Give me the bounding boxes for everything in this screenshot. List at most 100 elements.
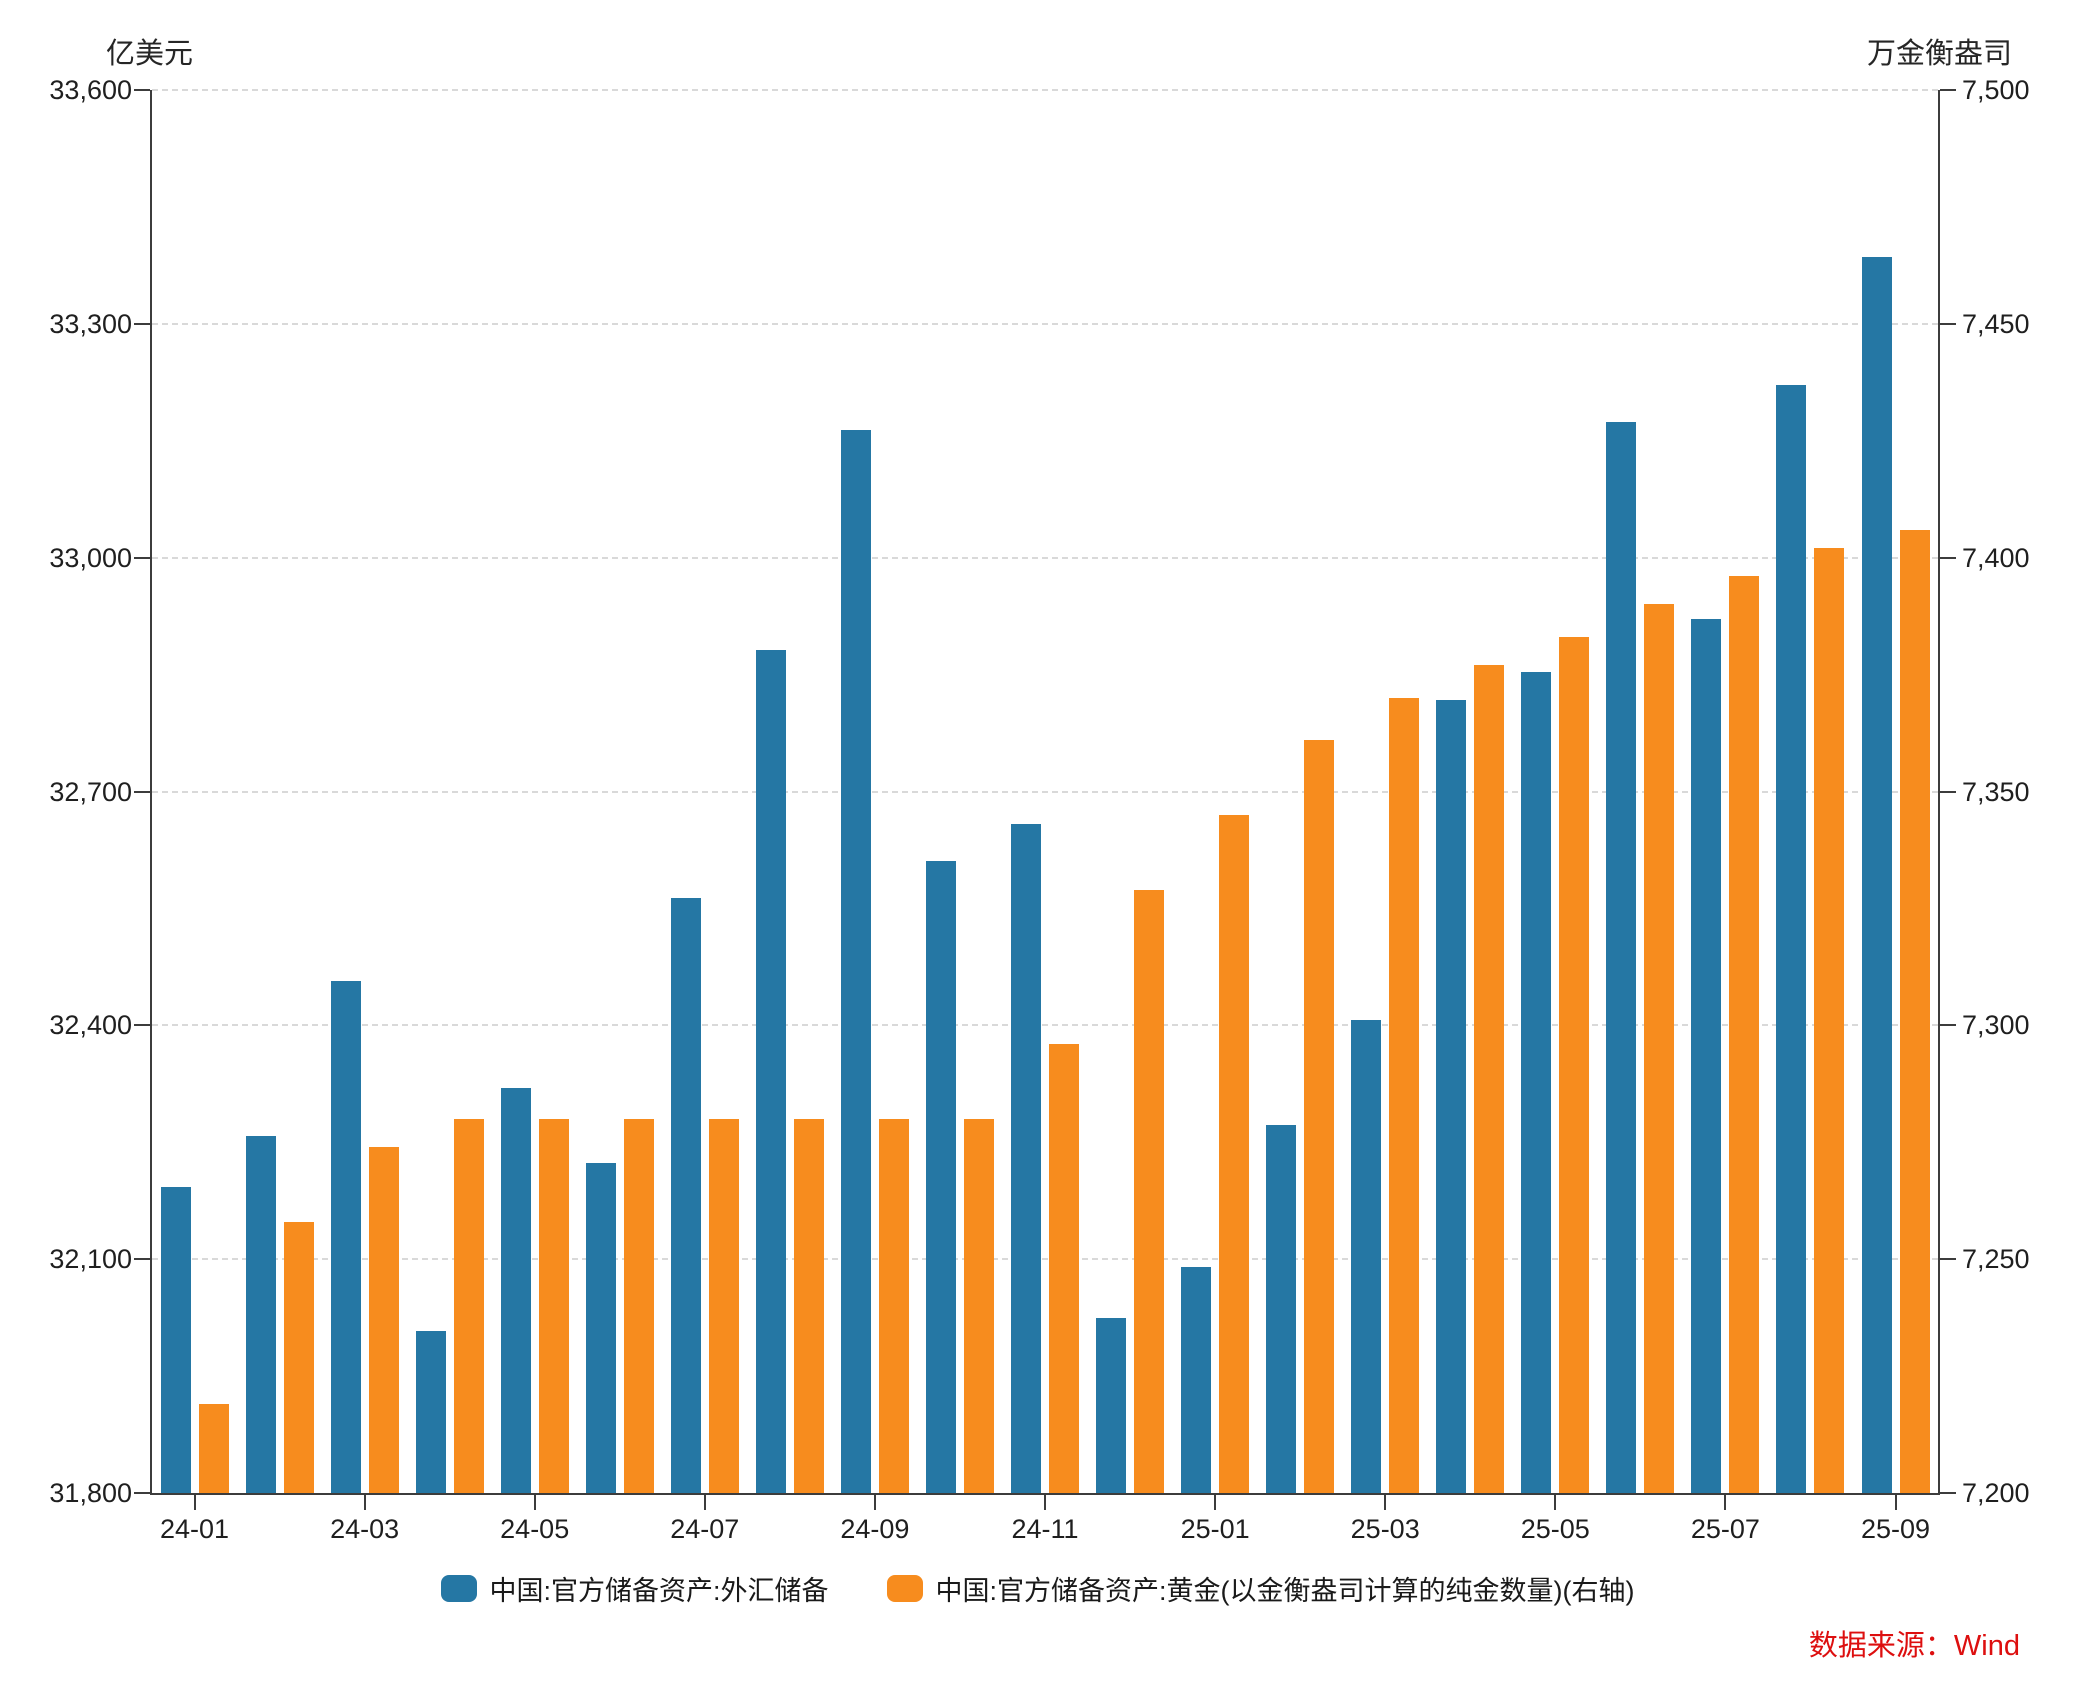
right-axis-title: 万金衡盎司	[1866, 38, 2012, 70]
bar-fx-24-08	[755, 649, 786, 1493]
left-axis-tick-mark-33000	[134, 556, 150, 559]
x-axis-line	[150, 1493, 1940, 1495]
left-axis-tick-mark-33300	[134, 322, 150, 325]
right-axis-tick-label-7350: 7,350	[1962, 776, 2030, 807]
bar-fx-25-01	[1181, 1267, 1212, 1493]
bar-fx-24-12	[1096, 1318, 1126, 1493]
x-axis-tick-label-25-03: 25-03	[1350, 1514, 1420, 1544]
bar-gold-24-01	[198, 1404, 229, 1493]
left-axis-tick-mark-32700	[134, 790, 150, 793]
right-axis-tick-label-7500: 7,500	[1962, 75, 2030, 105]
x-axis-tick-label-25-01: 25-01	[1180, 1514, 1250, 1544]
bar-gold-25-02	[1304, 740, 1335, 1493]
x-axis-tick-label-24-05: 24-05	[500, 1514, 570, 1544]
right-axis-tick-label-7250: 7,250	[1962, 1244, 2030, 1275]
bar-fx-25-09	[1861, 256, 1892, 1493]
bar-fx-25-05	[1521, 672, 1552, 1493]
x-axis-tick-label-24-09: 24-09	[840, 1514, 910, 1544]
bar-gold-24-10	[964, 1118, 994, 1493]
bar-fx-24-04	[415, 1330, 446, 1493]
gridline-32100	[152, 1258, 1938, 1261]
bar-gold-24-08	[793, 1118, 824, 1493]
bar-fx-24-07	[670, 897, 701, 1493]
bar-fx-25-07	[1691, 618, 1722, 1493]
x-axis-tick-mark-24-03	[363, 1495, 366, 1510]
right-axis-tick-label-7400: 7,400	[1962, 542, 2030, 573]
bar-fx-24-06	[585, 1162, 616, 1493]
bar-gold-24-07	[708, 1118, 739, 1493]
gridline-32700	[152, 790, 1938, 793]
x-axis-tick-mark-24-05	[533, 1495, 536, 1510]
x-axis-tick-mark-25-05	[1554, 1495, 1557, 1510]
bar-fx-24-11	[1011, 823, 1041, 1493]
bar-gold-24-03	[368, 1146, 399, 1493]
gridline-33600	[152, 89, 1938, 91]
bar-gold-24-04	[453, 1118, 484, 1493]
y-axis-right-line	[1938, 90, 1940, 1495]
plot-area	[152, 89, 1938, 1493]
bar-gold-25-09	[1899, 529, 1930, 1493]
right-axis-tick-mark-7500	[1940, 89, 1956, 91]
left-axis-tick-label-32400: 32,400	[49, 1010, 132, 1041]
gridline-33300	[152, 322, 1938, 325]
right-axis-tick-label-7200: 7,200	[1962, 1478, 2030, 1508]
left-axis-tick-mark-31800	[134, 1492, 150, 1494]
bar-fx-25-04	[1436, 700, 1467, 1493]
bar-fx-25-08	[1776, 384, 1807, 1493]
left-axis-tick-label-32700: 32,700	[49, 776, 132, 807]
legend: 中国:官方储备资产:外汇储备 中国:官方储备资产:黄金(以金衡盎司计算的纯金数量…	[0, 1569, 2075, 1608]
x-axis-tick-label-24-07: 24-07	[670, 1514, 740, 1544]
x-axis-tick-label-24-01: 24-01	[159, 1514, 230, 1544]
left-axis-tick-label-33300: 33,300	[49, 308, 132, 339]
left-axis-title: 亿美元	[106, 38, 194, 70]
bar-fx-24-05	[500, 1087, 531, 1493]
bar-fx-24-03	[330, 980, 361, 1493]
bar-gold-25-07	[1729, 576, 1760, 1493]
bar-fx-24-10	[926, 860, 956, 1493]
bar-fx-25-03	[1351, 1019, 1382, 1493]
bar-gold-25-04	[1474, 665, 1505, 1493]
x-axis-tick-mark-24-01	[193, 1495, 196, 1510]
bar-gold-25-03	[1389, 698, 1420, 1493]
legend-swatch-fx-reserves	[440, 1575, 477, 1602]
left-axis-tick-label-33600: 33,600	[49, 75, 132, 105]
right-axis-tick-label-7450: 7,450	[1962, 308, 2030, 339]
x-axis-tick-mark-25-03	[1384, 1495, 1387, 1510]
legend-label-fx-reserves: 中国:官方储备资产:外汇储备	[489, 1576, 829, 1606]
left-axis-tick-mark-32100	[134, 1258, 150, 1261]
left-axis-tick-label-32100: 32,100	[49, 1244, 132, 1275]
x-axis-tick-mark-24-11	[1044, 1495, 1046, 1510]
right-axis-tick-mark-7200	[1940, 1492, 1956, 1494]
legend-item-gold[interactable]: 中国:官方储备资产:黄金(以金衡盎司计算的纯金数量)(右轴)	[886, 1569, 1635, 1608]
x-axis-tick-label-25-09: 25-09	[1860, 1514, 1931, 1544]
y-axis-left-line	[150, 90, 152, 1495]
right-axis-tick-mark-7350	[1940, 790, 1956, 793]
bar-gold-24-12	[1134, 889, 1164, 1493]
bar-gold-25-06	[1644, 604, 1675, 1493]
bar-fx-25-02	[1266, 1125, 1297, 1493]
x-axis-tick-mark-24-09	[873, 1495, 876, 1510]
x-axis-tick-label-24-11: 24-11	[1011, 1514, 1079, 1544]
bar-fx-25-06	[1606, 422, 1637, 1493]
bar-gold-25-08	[1814, 548, 1845, 1493]
right-axis-tick-mark-7300	[1940, 1024, 1956, 1027]
x-axis-tick-label-25-05: 25-05	[1520, 1514, 1590, 1544]
source-note: 数据来源：Wind	[1808, 1630, 2020, 1662]
x-axis-tick-mark-25-07	[1724, 1495, 1727, 1510]
left-axis-tick-mark-33600	[134, 89, 150, 91]
bar-gold-24-11	[1049, 1044, 1079, 1493]
left-axis-tick-label-33000: 33,000	[49, 542, 132, 573]
x-axis-tick-mark-24-07	[703, 1495, 706, 1510]
legend-item-fx-reserves[interactable]: 中国:官方储备资产:外汇储备	[440, 1569, 829, 1608]
legend-swatch-gold	[886, 1575, 923, 1602]
x-axis-tick-label-24-03: 24-03	[330, 1514, 400, 1544]
left-axis-tick-mark-32400	[134, 1024, 150, 1027]
right-axis-tick-mark-7250	[1940, 1258, 1956, 1261]
gridline-33000	[152, 556, 1938, 559]
legend-label-gold: 中国:官方储备资产:黄金(以金衡盎司计算的纯金数量)(右轴)	[935, 1576, 1635, 1606]
bar-fx-24-01	[160, 1186, 191, 1493]
bar-gold-24-06	[623, 1118, 654, 1493]
right-axis-tick-label-7300: 7,300	[1962, 1010, 2030, 1041]
bar-fx-24-09	[840, 429, 871, 1493]
